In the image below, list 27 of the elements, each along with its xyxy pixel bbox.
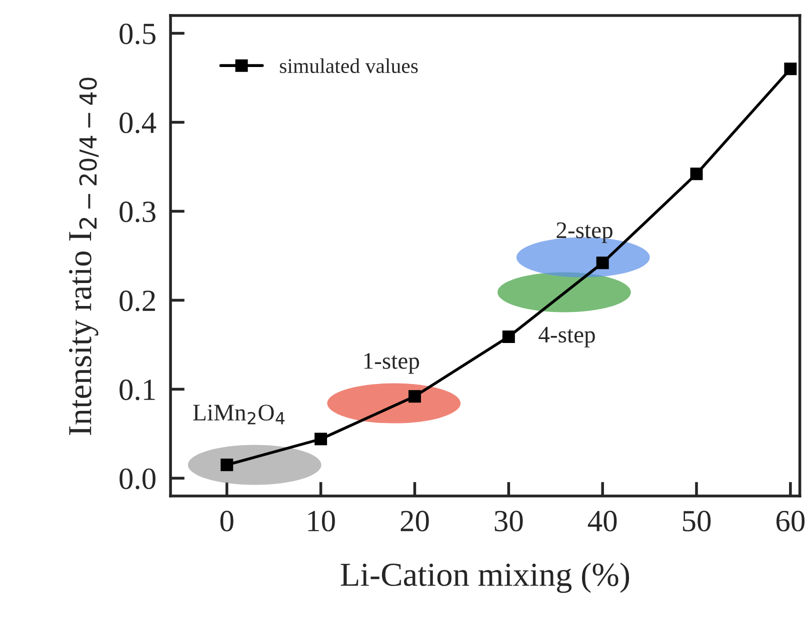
x-tick-label: 10 [308, 510, 335, 532]
x-tick-label: 60 [776, 510, 805, 532]
legend-label: simulated values [280, 58, 418, 74]
annotation: 2-step [556, 222, 612, 244]
point [596, 256, 609, 270]
point [502, 330, 515, 343]
annotation: 1-step [364, 353, 420, 374]
point [408, 390, 421, 403]
annotation: 4-step [538, 326, 595, 348]
y-axis-title: Intensity ratio I$_{2−20/4−40}$ [68, 78, 99, 436]
y-tick-label: 0.3 [120, 202, 156, 222]
y-tick-label: 0.4 [120, 112, 156, 134]
x-tick-label: 30 [494, 510, 523, 532]
x-tick-label: 0 [220, 510, 234, 532]
point [314, 432, 328, 446]
x-axis-title: Li-Cation mixing (%) [340, 562, 630, 593]
y-tick-label: 0.5 [120, 24, 156, 44]
x-tick-label: 20 [400, 510, 429, 532]
y-tick-label: 0.0 [120, 468, 156, 490]
x-tick-label: 50 [683, 510, 711, 532]
point [220, 458, 234, 472]
point [690, 168, 703, 180]
y-tick-label: 0.2 [120, 290, 155, 312]
point [784, 62, 797, 76]
x-tick-label: 40 [588, 510, 617, 532]
annotation: LiMn$_{2}$O$_{4}$ [193, 404, 285, 424]
y-tick-label: 0.1 [120, 380, 155, 400]
